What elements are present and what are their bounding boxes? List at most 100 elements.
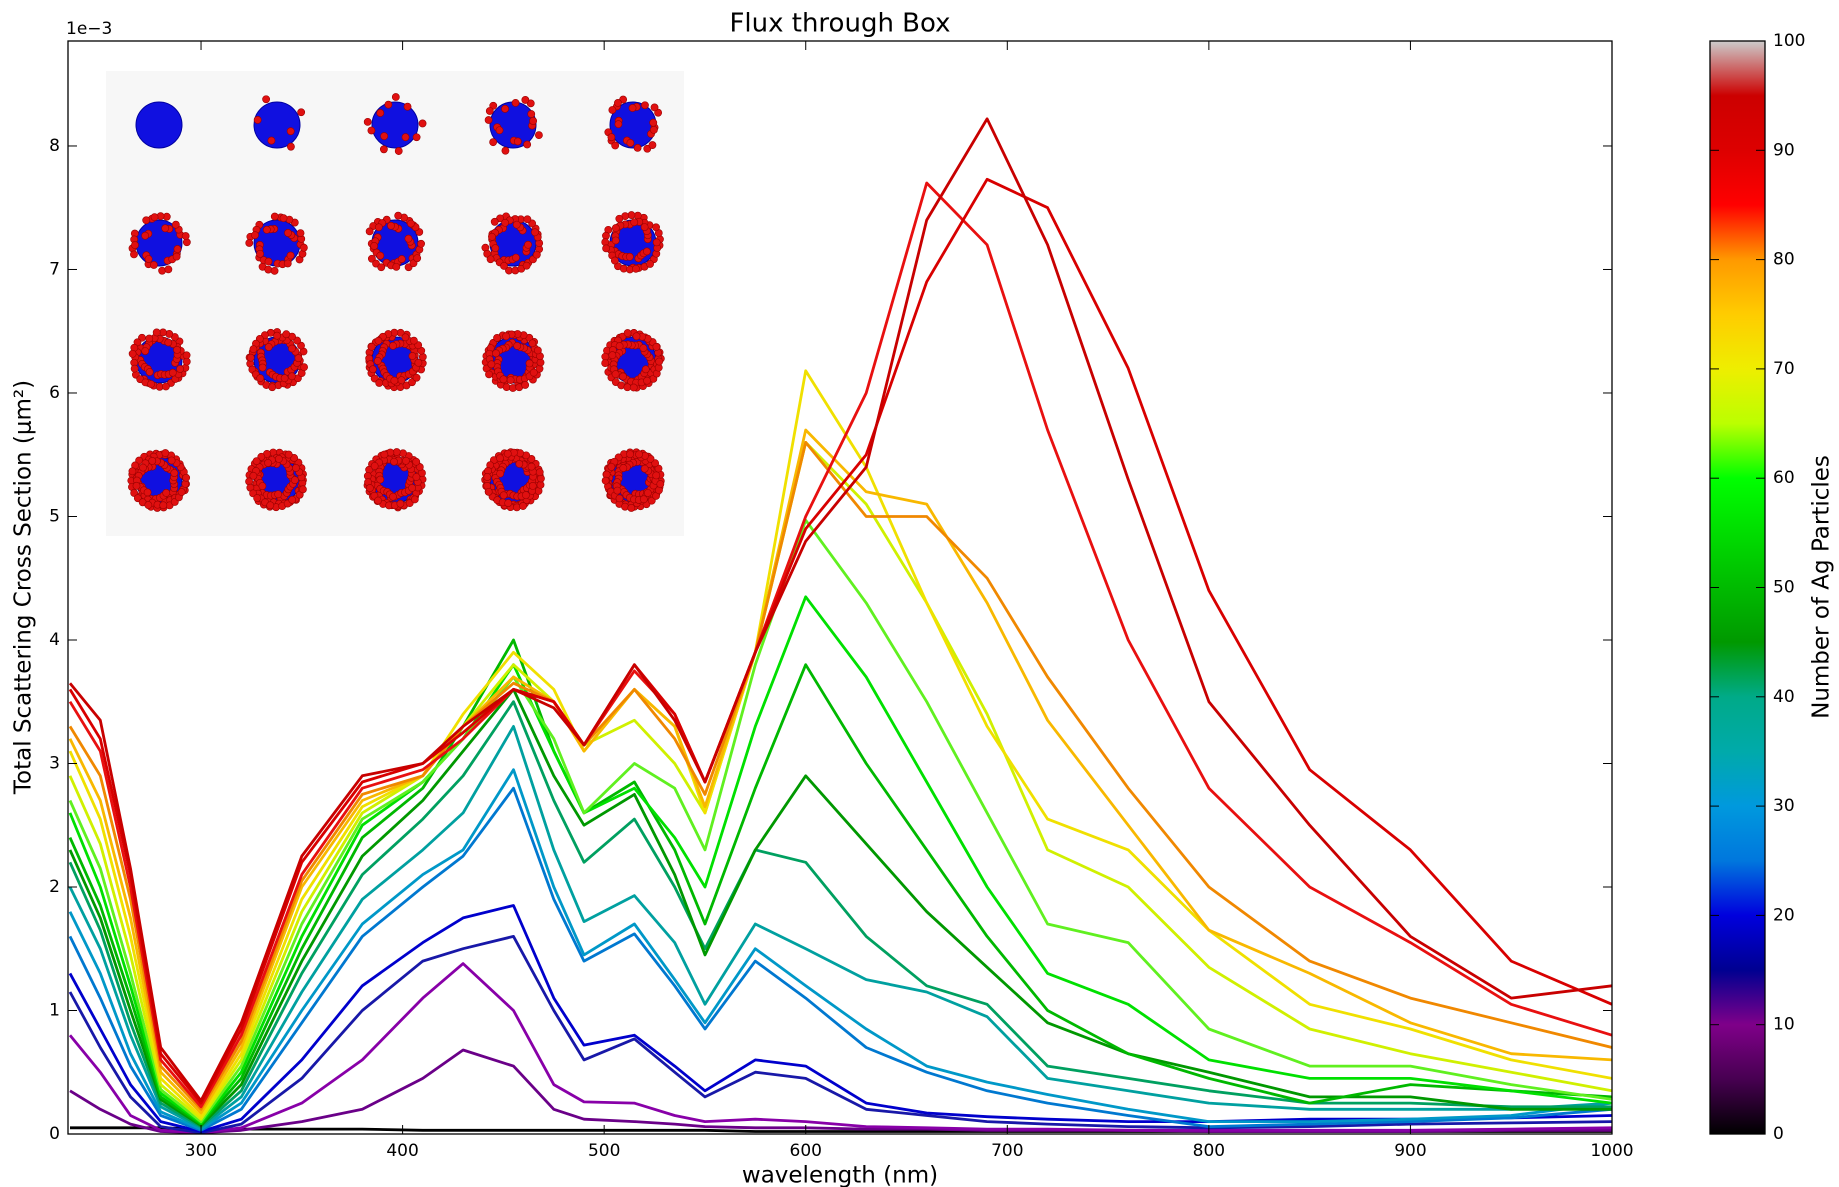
y-axis-label: Total Scattering Cross Section (μm²): [11, 380, 37, 795]
particle: [404, 234, 413, 243]
particle: [496, 469, 505, 478]
particle: [412, 133, 421, 142]
particle: [408, 483, 417, 492]
particle: [130, 364, 139, 373]
series-line: [68, 786, 1612, 1132]
particle: [410, 336, 418, 345]
particle: [523, 215, 532, 224]
particle: [267, 136, 276, 145]
particle: [629, 383, 638, 392]
particle: [614, 99, 622, 107]
particle: [640, 223, 649, 231]
particle: [408, 352, 417, 360]
particle: [288, 344, 296, 353]
x-tick-label: 800: [1193, 1141, 1225, 1161]
particle: [397, 376, 406, 385]
x-axis-label: wavelength (nm): [742, 1163, 938, 1187]
particle: [418, 119, 427, 128]
particle: [270, 266, 279, 275]
particle: [168, 368, 177, 377]
particle: [652, 471, 661, 480]
particle: [376, 109, 385, 117]
particle: [496, 454, 504, 463]
particle: [131, 241, 139, 249]
particle: [373, 357, 382, 365]
particle: [602, 244, 611, 253]
particle: [158, 266, 167, 275]
particle: [162, 488, 171, 497]
colorbar-tick-label: 60: [1773, 468, 1795, 488]
particle: [266, 501, 275, 510]
particle: [130, 489, 139, 497]
particle: [513, 137, 522, 146]
particle: [390, 376, 399, 385]
particle: [270, 212, 279, 221]
particle: [500, 262, 508, 270]
particle: [290, 476, 299, 484]
particle: [132, 481, 141, 490]
particle: [375, 379, 384, 387]
particle: [515, 460, 524, 468]
particle: [374, 223, 383, 232]
particle: [412, 473, 421, 481]
x-tick-label: 300: [185, 1141, 217, 1161]
chart-title: Flux through Box: [729, 9, 950, 39]
particle: [401, 133, 410, 142]
particle: [384, 100, 393, 109]
y-tick-label: 8: [49, 136, 60, 156]
particle: [619, 464, 628, 472]
particle: [607, 462, 616, 471]
y-tick-label: 1: [49, 1000, 60, 1020]
particle: [641, 365, 650, 374]
particle: [149, 261, 158, 269]
particle: [601, 476, 610, 485]
particle: [484, 116, 493, 124]
particle: [485, 370, 493, 379]
particle: [396, 499, 405, 508]
particle: [264, 265, 273, 274]
particle: [264, 459, 272, 467]
particle: [164, 338, 173, 347]
particle: [274, 490, 283, 499]
particle: [535, 131, 543, 140]
particle: [148, 457, 157, 465]
series-line: [68, 428, 1612, 1115]
particle: [297, 108, 306, 117]
particle: [173, 345, 181, 354]
particle: [623, 329, 632, 337]
particle: [363, 117, 372, 126]
particle: [513, 341, 522, 350]
colorbar-tick-label: 40: [1773, 687, 1795, 707]
x-tick-label: 900: [1394, 1141, 1426, 1161]
particle: [512, 220, 521, 229]
particle: [639, 344, 648, 352]
series-line: [68, 688, 1612, 1127]
particle: [142, 216, 151, 225]
colorbar-tick-label: 20: [1773, 905, 1795, 925]
particle: [377, 263, 386, 272]
particle: [262, 95, 271, 104]
particle: [387, 221, 395, 230]
particle: [280, 374, 289, 383]
particle: [368, 365, 377, 374]
particle: [287, 142, 295, 151]
particle: [537, 474, 545, 483]
particle: [128, 349, 137, 358]
particle: [627, 211, 636, 219]
y-tick-label: 5: [49, 506, 60, 526]
particle: [529, 368, 538, 377]
particle: [370, 242, 379, 250]
particle: [641, 101, 649, 110]
particle: [159, 501, 168, 510]
particle: [401, 333, 410, 342]
series-line: [68, 700, 1612, 1128]
particle: [299, 485, 307, 494]
particle: [172, 252, 181, 261]
particle: [608, 106, 617, 114]
series-line: [68, 935, 1612, 1134]
particle: [262, 225, 271, 234]
particle: [522, 491, 530, 499]
particle: [139, 463, 147, 472]
particle: [374, 496, 382, 505]
particle: [531, 228, 539, 237]
